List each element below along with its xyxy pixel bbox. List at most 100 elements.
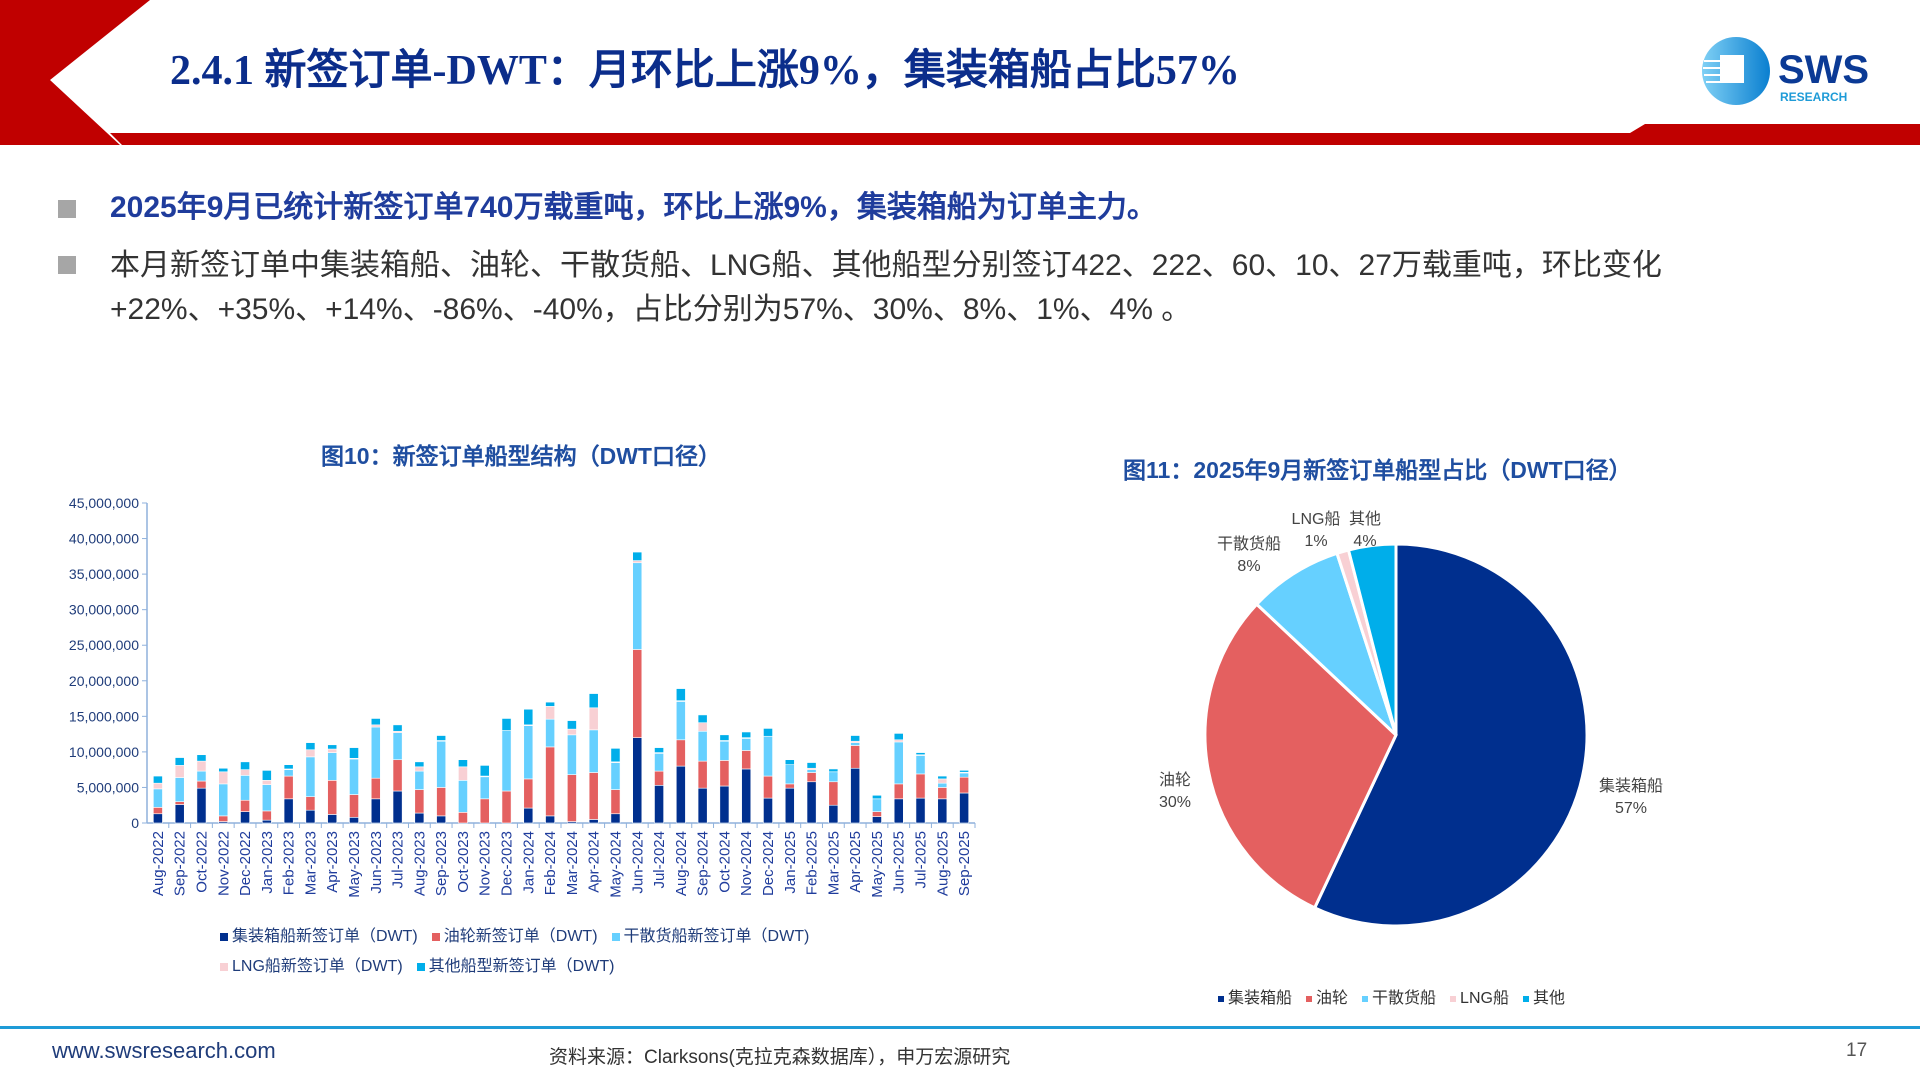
bar-segment <box>436 815 447 824</box>
y-tick-label: 10,000,000 <box>69 744 139 760</box>
bar-segment <box>893 733 904 741</box>
bar-segment <box>196 754 207 762</box>
legend-item: 油轮 <box>1306 990 1348 1007</box>
bar-segment <box>218 771 229 785</box>
bar-segment <box>174 801 185 805</box>
legend-item: 其他船型新签订单（DWT) <box>416 958 614 975</box>
bar-segment <box>784 759 795 765</box>
sws-logo: SWS RESEARCH <box>1700 35 1890 110</box>
bar-segment <box>240 769 250 776</box>
x-tick-label: Jul-2024 <box>651 831 668 889</box>
page-number: 17 <box>1846 1040 1868 1061</box>
bar-segment <box>153 788 163 808</box>
bar-segment <box>937 778 948 784</box>
x-tick-label: Apr-2024 <box>586 831 603 893</box>
bar-segment <box>545 701 555 707</box>
x-tick-label: Apr-2025 <box>847 831 864 893</box>
bar-segment <box>719 760 730 787</box>
bar-segment <box>828 781 839 806</box>
legend-label: LNG船 <box>1460 990 1509 1007</box>
bar-chart-title: 图10：新签订单船型结构（DWT口径） <box>321 443 721 469</box>
legend-swatch <box>1218 995 1224 1002</box>
bar-segment <box>174 804 185 824</box>
footer-source: 资料来源：Clarksons(克拉克森数据库），申万宏源研究 <box>549 1047 1011 1068</box>
bar-segment <box>327 814 338 824</box>
x-tick-label: Dec-2024 <box>760 831 777 896</box>
bar-segment <box>806 769 817 773</box>
y-tick-label: 45,000,000 <box>69 495 139 511</box>
bar-segment <box>850 767 861 824</box>
header-decoration <box>0 0 1920 145</box>
bar-segment <box>436 740 447 788</box>
pie-slice-label: 油轮 30% <box>1159 770 1191 814</box>
bar-segment <box>872 798 882 812</box>
x-tick-label: Feb-2025 <box>804 831 821 895</box>
bar-chart: 0 5,000,000 10,000,000 15,000,000 20,000,000… <box>69 495 976 898</box>
bar-segment <box>174 757 185 766</box>
bar-segment <box>610 789 621 815</box>
x-tick-label: May-2023 <box>346 831 363 898</box>
x-tick-label: Jan-2024 <box>520 831 537 894</box>
legend-swatch <box>1306 995 1313 1002</box>
x-tick-label: May-2025 <box>869 831 886 898</box>
pie-chart <box>1203 542 1589 928</box>
x-tick-label: Aug-2022 <box>150 831 167 896</box>
bar-segment <box>523 708 534 726</box>
y-tick-label: 15,000,000 <box>69 708 139 724</box>
bar-segment <box>719 740 730 761</box>
bar-segment <box>218 767 229 773</box>
bar-segment <box>567 728 577 736</box>
bar-segment <box>196 770 207 782</box>
bar-segment <box>567 734 577 775</box>
bar-segment <box>479 765 490 777</box>
bar-segment <box>741 768 752 824</box>
legend-label: 集装箱船新签订单（DWT) <box>232 928 418 945</box>
x-tick-label: Nov-2024 <box>738 831 755 896</box>
bar-segment <box>959 776 969 794</box>
header-chevron <box>0 0 150 145</box>
x-tick-label: Aug-2024 <box>673 831 690 896</box>
bar-segment <box>697 787 708 824</box>
legend-item: 集装箱船新签订单（DWT) <box>220 928 418 945</box>
bar-segment <box>349 817 359 824</box>
legend-item: LNG船新签订单（DWT) <box>220 958 403 975</box>
bar-segment <box>872 811 882 817</box>
pie-slice <box>1203 602 1398 910</box>
logo-text: SWS <box>1778 48 1869 92</box>
x-tick-label: Jul-2023 <box>390 831 407 889</box>
bar-segment <box>349 794 359 818</box>
bar-segment <box>523 778 534 809</box>
footer-url-link[interactable]: www.swsresearch.com <box>52 1038 276 1063</box>
pie-label-percent: 8% <box>1237 558 1261 575</box>
bar-segment <box>959 772 969 778</box>
legend-label: 干散货船 <box>1372 990 1437 1007</box>
bar-segment <box>675 688 686 701</box>
bar-segment <box>501 718 512 731</box>
x-tick-label: Aug-2023 <box>411 831 428 896</box>
bar-segment <box>697 722 708 732</box>
legend-label: 油轮 <box>1316 990 1349 1007</box>
x-tick-label: Oct-2023 <box>455 831 472 893</box>
legend-label: LNG船新签订单（DWT) <box>232 958 403 975</box>
bar-segment <box>915 773 926 799</box>
pie-slice-label: 其他 4% <box>1349 509 1381 553</box>
bar-segment <box>850 742 861 746</box>
bar-segment <box>327 780 338 815</box>
bar-segment <box>915 752 926 756</box>
y-tick-label: 25,000,000 <box>69 637 139 653</box>
bar-segment <box>959 792 969 824</box>
bar-segment <box>654 770 664 786</box>
footer-divider <box>0 1026 1920 1029</box>
bar-segment <box>828 768 839 773</box>
bar-segment <box>763 728 773 737</box>
bar-segment <box>153 775 163 784</box>
x-tick-label: Feb-2024 <box>542 831 559 895</box>
pie-label-name: LNG船 <box>1291 511 1341 528</box>
page-title: 2.4.1 新签订单-DWT：月环比上涨9%，集装箱船占比57% <box>170 48 1240 94</box>
bar-segment <box>153 813 163 824</box>
bar-segment <box>675 739 686 767</box>
y-tick-label: 20,000,000 <box>69 673 139 689</box>
bar-segment <box>261 810 272 821</box>
x-tick-label: Sep-2024 <box>695 831 712 896</box>
bar-segment <box>915 797 926 824</box>
